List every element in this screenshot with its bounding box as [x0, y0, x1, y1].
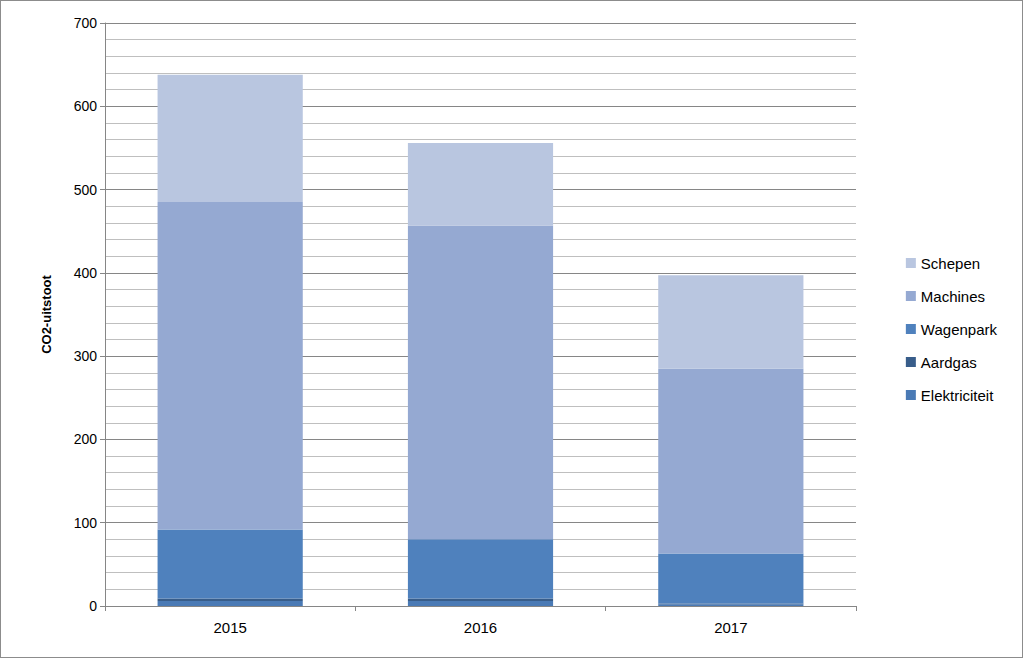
svg-text:100: 100 [74, 515, 98, 531]
svg-text:0: 0 [89, 598, 97, 614]
svg-text:Schepen: Schepen [921, 255, 980, 272]
svg-text:CO2-uitstoot: CO2-uitstoot [39, 274, 54, 353]
svg-text:500: 500 [74, 182, 98, 198]
svg-text:Aardgas: Aardgas [921, 354, 977, 371]
svg-text:700: 700 [74, 15, 98, 31]
svg-text:300: 300 [74, 348, 98, 364]
svg-text:Wagenpark: Wagenpark [921, 321, 998, 338]
svg-text:2017: 2017 [714, 619, 747, 636]
svg-text:400: 400 [74, 265, 98, 281]
svg-text:200: 200 [74, 431, 98, 447]
svg-text:2015: 2015 [213, 619, 246, 636]
svg-text:600: 600 [74, 98, 98, 114]
svg-text:2016: 2016 [464, 619, 497, 636]
svg-text:Machines: Machines [921, 288, 985, 305]
svg-text:Elektriciteit: Elektriciteit [921, 387, 994, 404]
